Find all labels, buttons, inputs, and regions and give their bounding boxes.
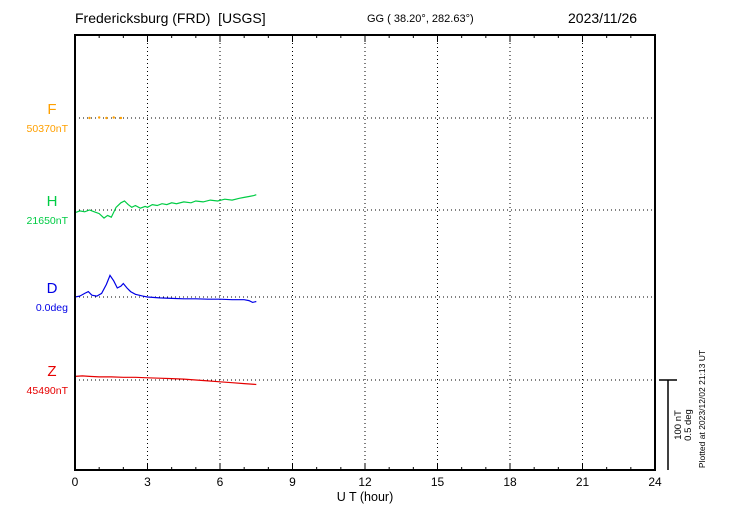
series-label-H: H (47, 193, 58, 210)
x-tick-label: 24 (648, 475, 662, 489)
trace-F-dot (112, 116, 115, 119)
x-tick-label: 6 (217, 475, 224, 489)
series-baseline-value-H: 21650nT (27, 215, 69, 227)
trace-H (74, 194, 257, 219)
series-label-F: F (47, 101, 56, 118)
x-tick-label: 9 (289, 475, 296, 489)
x-tick-label: 21 (576, 475, 590, 489)
geographic-coordinates: GG ( 38.20°, 282.63°) (367, 13, 474, 25)
station-title: Fredericksburg (FRD) [USGS] (75, 10, 266, 26)
x-tick-label: 12 (358, 475, 372, 489)
trace-F-dot (88, 116, 91, 120)
trace-D (74, 274, 257, 304)
series-baseline-value-D: 0.0deg (36, 302, 68, 314)
series-baseline-value-F: 50370nT (27, 123, 69, 135)
x-tick-label: 15 (431, 475, 445, 489)
x-tick-label: 18 (503, 475, 517, 489)
trace-F-dot (98, 116, 101, 119)
scale-bar-nt-label: 100 nT (673, 410, 684, 440)
series-label-Z: Z (47, 363, 56, 380)
trace-F-dot (105, 116, 108, 120)
observation-date: 2023/11/26 (568, 10, 638, 26)
trace-F-dot (119, 116, 123, 120)
plotted-note: Plotted at 2023/12/02 21:13 UT (697, 350, 707, 468)
scale-bar-deg-label: 0.5 deg (683, 409, 694, 441)
series-baseline-value-Z: 45490nT (27, 385, 69, 397)
x-axis-label: U T (hour) (337, 490, 394, 504)
trace-Z (74, 375, 257, 386)
plot-frame (74, 34, 656, 471)
series-label-D: D (47, 280, 58, 297)
x-tick-label: 3 (144, 475, 151, 489)
x-tick-label: 0 (72, 475, 79, 489)
